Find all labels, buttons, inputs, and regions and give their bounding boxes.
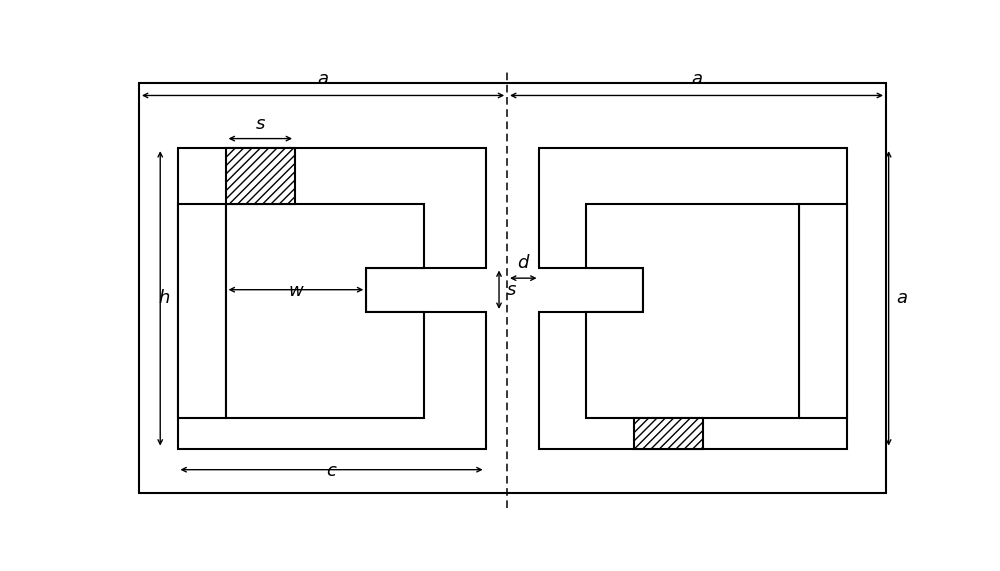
Polygon shape (139, 83, 886, 493)
Polygon shape (226, 148, 295, 204)
Polygon shape (178, 148, 486, 448)
Polygon shape (178, 204, 226, 418)
Text: $\mathit{h}$: $\mathit{h}$ (158, 289, 170, 307)
Polygon shape (226, 204, 424, 418)
Polygon shape (634, 418, 703, 448)
Text: $\mathit{c}$: $\mathit{c}$ (326, 462, 337, 480)
Text: $\mathit{w}$: $\mathit{w}$ (288, 282, 304, 300)
Text: $\mathit{d}$: $\mathit{d}$ (517, 254, 530, 272)
Polygon shape (539, 148, 847, 448)
Polygon shape (586, 204, 799, 418)
Polygon shape (799, 204, 847, 418)
Text: $\mathit{a}$: $\mathit{a}$ (896, 289, 907, 307)
Text: $\mathit{s}$: $\mathit{s}$ (506, 281, 517, 299)
Text: $\mathit{a}$: $\mathit{a}$ (317, 70, 329, 88)
Text: $\mathit{a}$: $\mathit{a}$ (691, 70, 702, 88)
Text: $\mathit{s}$: $\mathit{s}$ (255, 115, 266, 133)
